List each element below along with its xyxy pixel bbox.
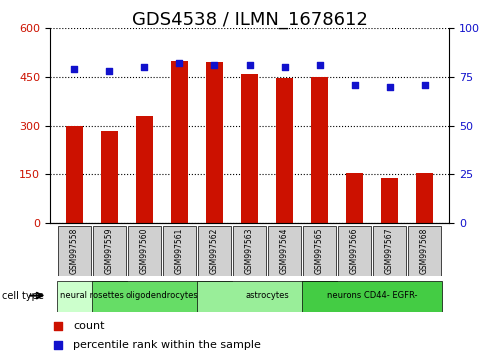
FancyBboxPatch shape xyxy=(408,226,442,276)
Bar xyxy=(311,77,328,223)
Point xyxy=(280,64,288,70)
Bar xyxy=(241,74,258,223)
Text: GSM997559: GSM997559 xyxy=(105,227,114,274)
Text: GSM997566: GSM997566 xyxy=(350,227,359,274)
Point xyxy=(105,68,113,74)
Point xyxy=(140,64,148,70)
FancyBboxPatch shape xyxy=(93,226,126,276)
Bar xyxy=(346,173,363,223)
Bar xyxy=(381,178,398,223)
Point xyxy=(54,323,62,329)
FancyBboxPatch shape xyxy=(163,226,196,276)
Bar xyxy=(276,78,293,223)
FancyBboxPatch shape xyxy=(338,226,371,276)
Bar xyxy=(66,126,83,223)
Text: count: count xyxy=(73,321,105,331)
Text: GSM997560: GSM997560 xyxy=(140,227,149,274)
FancyBboxPatch shape xyxy=(302,281,442,312)
Text: GDS4538 / ILMN_1678612: GDS4538 / ILMN_1678612 xyxy=(132,11,367,29)
Text: GSM997561: GSM997561 xyxy=(175,227,184,274)
FancyBboxPatch shape xyxy=(57,281,127,312)
Point xyxy=(211,62,219,68)
Point xyxy=(246,62,253,68)
FancyBboxPatch shape xyxy=(303,226,336,276)
Point xyxy=(176,61,184,66)
Text: astrocytes: astrocytes xyxy=(245,291,289,300)
Text: cell type: cell type xyxy=(2,291,44,301)
Point xyxy=(421,82,429,88)
FancyBboxPatch shape xyxy=(92,281,232,312)
FancyBboxPatch shape xyxy=(233,226,266,276)
Text: GSM997568: GSM997568 xyxy=(420,227,429,274)
Point xyxy=(70,67,78,72)
Bar xyxy=(171,61,188,223)
Bar xyxy=(416,173,433,223)
FancyBboxPatch shape xyxy=(197,281,337,312)
FancyBboxPatch shape xyxy=(267,226,301,276)
Text: GSM997565: GSM997565 xyxy=(315,227,324,274)
Text: neurons CD44- EGFR-: neurons CD44- EGFR- xyxy=(327,291,417,300)
Point xyxy=(386,84,394,90)
Bar xyxy=(206,62,223,223)
Text: GSM997564: GSM997564 xyxy=(280,227,289,274)
Point xyxy=(54,342,62,348)
FancyBboxPatch shape xyxy=(57,226,91,276)
Bar xyxy=(101,131,118,223)
Point xyxy=(315,62,323,68)
Bar xyxy=(136,116,153,223)
FancyBboxPatch shape xyxy=(373,226,406,276)
FancyBboxPatch shape xyxy=(128,226,161,276)
FancyBboxPatch shape xyxy=(198,226,232,276)
Text: percentile rank within the sample: percentile rank within the sample xyxy=(73,340,261,350)
Point xyxy=(351,82,359,88)
Text: oligodendrocytes: oligodendrocytes xyxy=(126,291,198,300)
Text: GSM997558: GSM997558 xyxy=(70,227,79,274)
Text: GSM997562: GSM997562 xyxy=(210,227,219,274)
Text: GSM997563: GSM997563 xyxy=(245,227,254,274)
Text: GSM997567: GSM997567 xyxy=(385,227,394,274)
Text: neural rosettes: neural rosettes xyxy=(60,291,124,300)
